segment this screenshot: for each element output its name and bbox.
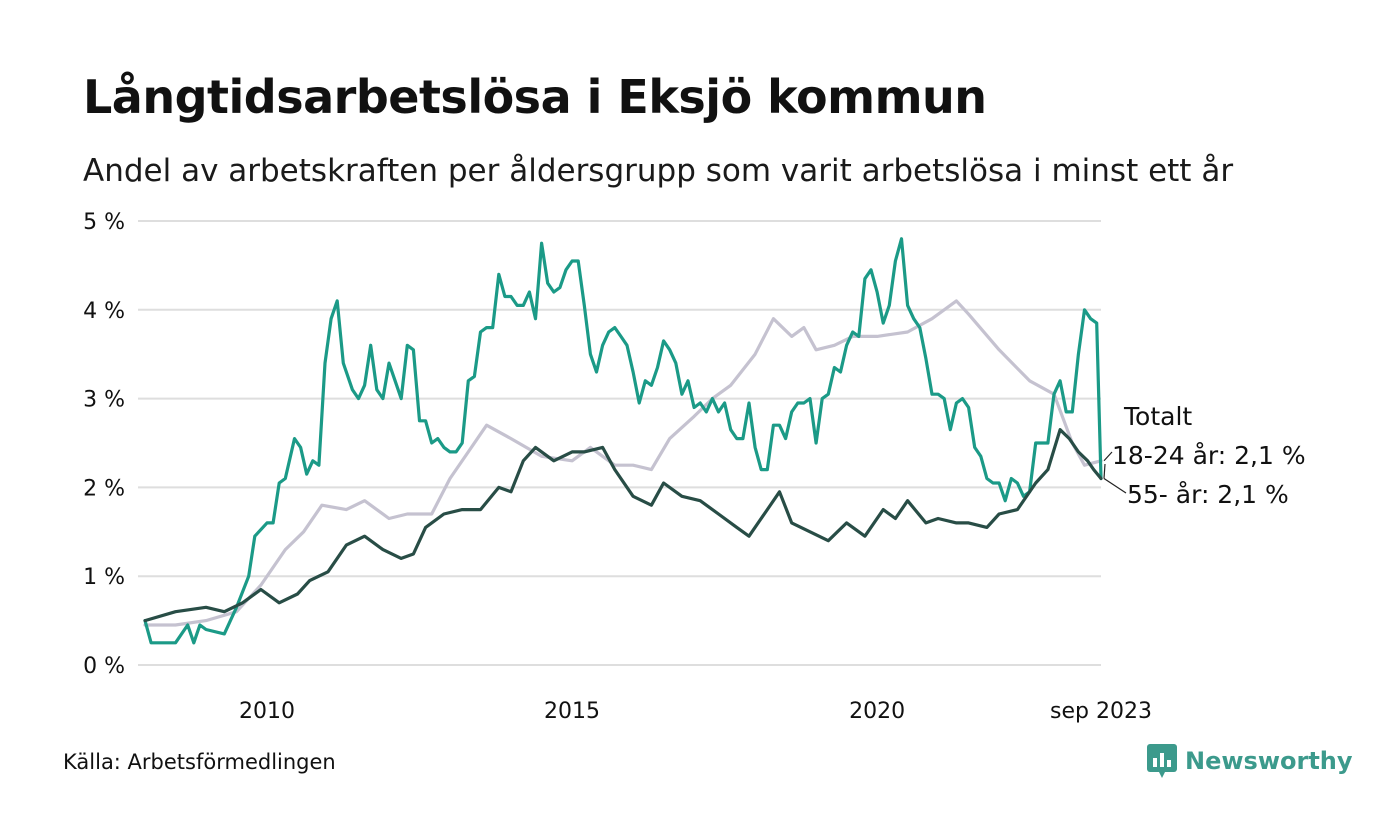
series-end-label: Totalt [1123, 402, 1192, 431]
y-tick-label: 0 % [83, 654, 125, 679]
newsworthy-logo-icon [1147, 744, 1177, 778]
chart-subtitle: Andel av arbetskraften per åldersgrupp s… [83, 153, 1234, 189]
y-tick-label: 5 % [83, 210, 125, 235]
x-tick-label: 2020 [849, 699, 905, 724]
x-tick-label: 2010 [239, 699, 295, 724]
series-line-2 [143, 428, 1103, 623]
y-tick-label: 3 % [83, 388, 125, 413]
series-line-1 [143, 237, 1103, 645]
newsworthy-logo: Newsworthy [1147, 744, 1353, 778]
y-tick-label: 2 % [83, 476, 125, 501]
series-line-0 [143, 299, 1103, 627]
series-end-label: 55- år: 2,1 % [1127, 480, 1289, 509]
source-note: Källa: Arbetsförmedlingen [63, 750, 336, 774]
newsworthy-brand-text: Newsworthy [1185, 747, 1353, 775]
series-label-leader [1103, 478, 1127, 494]
y-tick-label: 4 % [83, 299, 125, 324]
x-tick-label: 2015 [544, 699, 600, 724]
chart-title: Långtidsarbetslösa i Eksjö kommun [83, 70, 987, 124]
series-label-leader [1103, 451, 1113, 462]
series-label-leader [1103, 463, 1106, 479]
series-end-label: 18-24 år: 2,1 % [1112, 441, 1306, 470]
y-tick-label: 1 % [83, 565, 125, 590]
x-tick-label: sep 2023 [1050, 699, 1152, 724]
